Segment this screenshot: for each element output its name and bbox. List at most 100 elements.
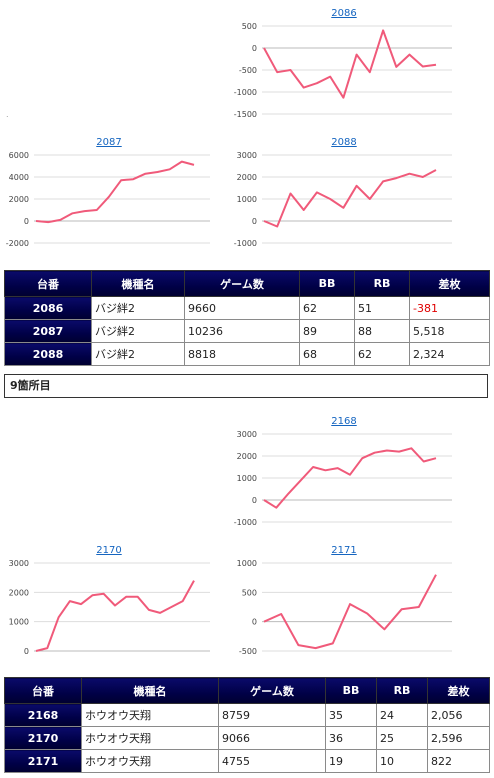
chart-title[interactable]: 2088 — [331, 137, 357, 148]
model-name: ホウオウ天翔 — [81, 703, 219, 727]
col-header: 台番 — [4, 677, 82, 704]
model-name: ホウオウ天翔 — [81, 726, 219, 750]
coin-diff: 2,596 — [427, 726, 490, 750]
machine-number[interactable]: 2168 — [4, 703, 82, 727]
chart-title[interactable]: 2171 — [331, 545, 357, 556]
table-row: 2087 バジ絆2 10236 89 88 5,518 — [4, 319, 490, 343]
table-row: 2088 バジ絆2 8818 68 62 2,324 — [4, 342, 490, 366]
chart-title[interactable]: 2170 — [96, 545, 122, 556]
bb-count: 19 — [325, 749, 377, 773]
model-name: ホウオウ天翔 — [81, 749, 219, 773]
col-header: 機種名 — [91, 270, 185, 297]
chart-2168: 2168 3000 2000 1000 0 -1000 — [228, 416, 460, 528]
game-count: 8818 — [184, 342, 300, 366]
rb-count: 62 — [354, 342, 410, 366]
chart-2170: 2170 3000 2000 1000 0 — [0, 545, 218, 657]
machine-number[interactable]: 2170 — [4, 726, 82, 750]
y-tick-label: 500 — [242, 22, 257, 31]
model-name: バジ絆2 — [91, 296, 185, 320]
table-row: 2170 ホウオウ天翔 9066 36 25 2,596 — [4, 726, 490, 750]
machine-number[interactable]: 2086 — [4, 296, 92, 320]
series-line — [35, 160, 195, 224]
series-line — [263, 447, 437, 509]
chart-svg: 6000 4000 2000 0 -2000 — [6, 151, 210, 248]
chart-svg: 1000 500 0 -500 — [237, 559, 452, 656]
y-tick-label: -2000 — [6, 239, 29, 248]
y-tick-label: 6000 — [9, 151, 29, 160]
game-count: 8759 — [218, 703, 326, 727]
bb-count: 68 — [299, 342, 355, 366]
col-header: ゲーム数 — [218, 677, 326, 704]
y-tick-label: 4000 — [9, 173, 29, 182]
chart-svg: 3000 2000 1000 0 -1000 — [234, 151, 452, 248]
coin-diff: -381 — [409, 296, 490, 320]
y-tick-label: 2000 — [9, 195, 29, 204]
y-tick-label: 2000 — [237, 173, 257, 182]
col-header: BB — [299, 270, 355, 297]
game-count: 4755 — [218, 749, 326, 773]
y-tick-label: 0 — [24, 647, 29, 656]
y-tick-label: 0 — [24, 217, 29, 226]
series-line — [263, 574, 437, 650]
col-header: ゲーム数 — [184, 270, 300, 297]
chart-title[interactable]: 2086 — [331, 8, 357, 19]
y-tick-label: 500 — [242, 588, 257, 597]
y-tick-label: -1000 — [234, 518, 257, 527]
chart-2088: 2088 3000 2000 1000 0 -1000 — [228, 137, 460, 249]
y-tick-label: 1000 — [237, 195, 257, 204]
rb-count: 88 — [354, 319, 410, 343]
y-tick-label: -500 — [239, 647, 257, 656]
rb-count: 51 — [354, 296, 410, 320]
chart-title[interactable]: 2087 — [96, 137, 122, 148]
y-tick-label: 1000 — [9, 618, 29, 627]
series-line — [263, 29, 437, 99]
col-header: 差枚 — [409, 270, 490, 297]
y-tick-label: 0 — [252, 618, 257, 627]
game-count: 9660 — [184, 296, 300, 320]
section-heading: 9箇所目 — [4, 374, 488, 398]
rb-count: 25 — [376, 726, 428, 750]
y-tick-label: 0 — [252, 44, 257, 53]
series-line — [263, 169, 437, 228]
col-header: 機種名 — [81, 677, 219, 704]
col-header: BB — [325, 677, 377, 704]
y-tick-label: 3000 — [9, 559, 29, 568]
chart-2086: 2086 500 0 -500 -1000 -1500 — [228, 8, 460, 120]
bb-count: 36 — [325, 726, 377, 750]
coin-diff: 822 — [427, 749, 490, 773]
rb-count: 10 — [376, 749, 428, 773]
coin-diff: 5,518 — [409, 319, 490, 343]
machine-number[interactable]: 2087 — [4, 319, 92, 343]
chart-2087: 2087 6000 4000 2000 0 -2000 — [0, 137, 218, 249]
game-count: 10236 — [184, 319, 300, 343]
y-tick-label: -1000 — [234, 88, 257, 97]
y-tick-label: 2000 — [9, 588, 29, 597]
series-line — [35, 580, 195, 652]
chart-2171: 2171 1000 500 0 -500 — [228, 545, 460, 657]
chart-title[interactable]: 2168 — [331, 416, 357, 427]
col-header: 差枚 — [427, 677, 490, 704]
table-header-row: 台番 機種名 ゲーム数 BB RB 差枚 — [4, 677, 490, 704]
y-tick-label: 3000 — [237, 151, 257, 160]
machine-number[interactable]: 2088 — [4, 342, 92, 366]
chart-svg: 3000 2000 1000 0 — [9, 559, 210, 656]
table-row: 2086 バジ絆2 9660 62 51 -381 — [4, 296, 490, 320]
table-header-row: 台番 機種名 ゲーム数 BB RB 差枚 — [4, 270, 490, 297]
y-tick-label: 1000 — [237, 559, 257, 568]
y-tick-label: 1000 — [237, 474, 257, 483]
y-tick-label: -1500 — [234, 110, 257, 119]
model-name: バジ絆2 — [91, 342, 185, 366]
col-header: RB — [376, 677, 428, 704]
bb-count: 35 — [325, 703, 377, 727]
y-tick-label: 2000 — [237, 452, 257, 461]
game-count: 9066 — [218, 726, 326, 750]
machine-table-1: 台番 機種名 ゲーム数 BB RB 差枚 2086 バジ絆2 9660 62 5… — [4, 270, 490, 366]
bb-count: 62 — [299, 296, 355, 320]
col-header: 台番 — [4, 270, 92, 297]
machine-number[interactable]: 2171 — [4, 749, 82, 773]
table-row: 2171 ホウオウ天翔 4755 19 10 822 — [4, 749, 490, 773]
chart-svg: 500 0 -500 -1000 -1500 — [234, 22, 452, 119]
y-tick-label: 3000 — [237, 430, 257, 439]
machine-table-2: 台番 機種名 ゲーム数 BB RB 差枚 2168 ホウオウ天翔 8759 35… — [4, 677, 490, 773]
table-row: 2168 ホウオウ天翔 8759 35 24 2,056 — [4, 703, 490, 727]
